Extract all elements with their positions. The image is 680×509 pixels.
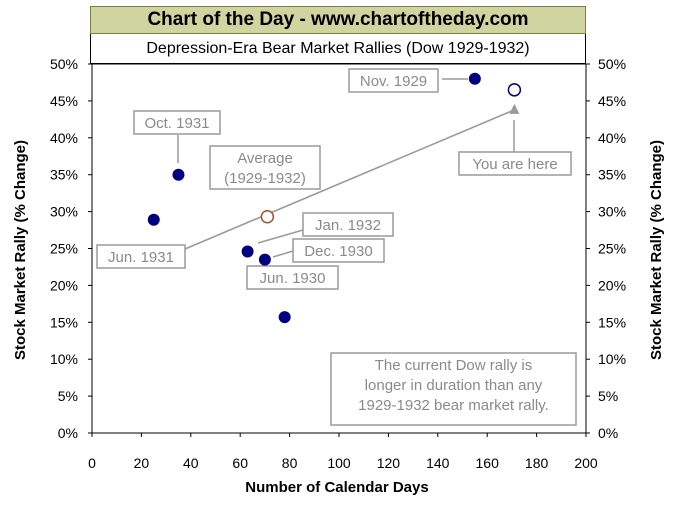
y-tick-label: 30% (50, 204, 78, 220)
leader-jan-1932 (257, 229, 304, 244)
y-tick-label-right: 35% (598, 167, 626, 183)
x-tick-label: 0 (88, 455, 96, 471)
y-tick-label-right: 50% (598, 56, 626, 72)
y-tick-label-right: 40% (598, 130, 626, 146)
label-average-text: (1929-1932) (224, 170, 306, 187)
label-dec-1930-text: Dec. 1930 (304, 243, 372, 260)
trend-arrow-line (184, 109, 515, 250)
y-tick-label: 10% (50, 351, 78, 367)
y-tick-label: 35% (50, 167, 78, 183)
y-tick-label: 40% (50, 130, 78, 146)
label-nov-1929-text: Nov. 1929 (360, 73, 427, 90)
leader-dec-1930 (272, 250, 294, 258)
data-point (147, 213, 160, 226)
y-tick-label: 0% (58, 425, 78, 441)
note-box (330, 352, 577, 426)
y-tick-label: 25% (50, 241, 78, 257)
y-tick-label: 5% (58, 388, 78, 404)
note-text: The current Dow rally is (375, 357, 533, 374)
label-jan-1932-text: Jan. 1932 (315, 217, 381, 234)
note-text: 1929-1932 bear market rally. (358, 397, 549, 414)
x-tick-label: 100 (327, 455, 351, 471)
note-text: longer in duration than any (365, 377, 543, 394)
y-tick-label: 15% (50, 314, 78, 330)
label-jun-1931-box (96, 244, 186, 269)
label-jun-1931-text: Jun. 1931 (108, 249, 174, 266)
x-tick-label: 200 (574, 455, 598, 471)
x-tick-label: 40 (183, 455, 199, 471)
label-dec-1930-box (292, 238, 385, 263)
data-point (258, 253, 271, 266)
label-you-are-here-text: You are here (472, 156, 557, 173)
x-tick-label: 60 (232, 455, 248, 471)
label-average-text: Average (237, 150, 293, 167)
data-point (278, 311, 291, 324)
y-tick-label-right: 20% (598, 277, 626, 293)
marks-group (147, 72, 522, 324)
data-point (241, 245, 254, 258)
x-tick-label: 80 (282, 455, 298, 471)
label-jun-1930-text: Jun. 1930 (260, 270, 326, 287)
current-point (507, 83, 522, 97)
y-tick-label-right: 25% (598, 241, 626, 257)
chart-title: Depression-Era Bear Market Rallies (Dow … (90, 34, 586, 64)
x-tick-label: 20 (134, 455, 150, 471)
y-axis-label-right: Stock Market Rally (% Change) (648, 140, 665, 360)
label-oct-1931-box (133, 110, 221, 135)
chart-banner: Chart of the Day - www.chartoftheday.com (90, 6, 586, 34)
y-tick-label-right: 0% (598, 425, 618, 441)
label-average-box (209, 145, 321, 190)
y-tick-label-right: 30% (598, 204, 626, 220)
average-point (260, 210, 275, 224)
x-tick-label: 140 (426, 455, 450, 471)
data-point (172, 168, 185, 181)
y-axis-label: Stock Market Rally (% Change) (12, 140, 29, 360)
x-tick-label: 120 (377, 455, 401, 471)
y-tick-label: 45% (50, 93, 78, 109)
label-jun-1930-box (246, 265, 339, 290)
x-tick-label: 160 (476, 455, 500, 471)
data-point (468, 72, 481, 85)
y-tick-label-right: 10% (598, 351, 626, 367)
trend-arrow-head (509, 103, 520, 114)
label-oct-1931-text: Oct. 1931 (144, 115, 209, 132)
annotation-group: Nov. 1929 Oct. 1931 Jun. 1931 Jan. 1932 Dec.… (96, 68, 577, 426)
y-tick-label: 50% (50, 56, 78, 72)
x-tick-label: 180 (525, 455, 549, 471)
label-jan-1932-box (302, 212, 394, 237)
y-tick-label-right: 45% (598, 93, 626, 109)
y-tick-label: 20% (50, 277, 78, 293)
y-tick-label-right: 15% (598, 314, 626, 330)
x-axis-label: Number of Calendar Days (245, 479, 428, 496)
y-tick-label-right: 5% (598, 388, 618, 404)
label-you-are-here-box (458, 151, 572, 176)
label-nov-1929-box (348, 68, 439, 93)
